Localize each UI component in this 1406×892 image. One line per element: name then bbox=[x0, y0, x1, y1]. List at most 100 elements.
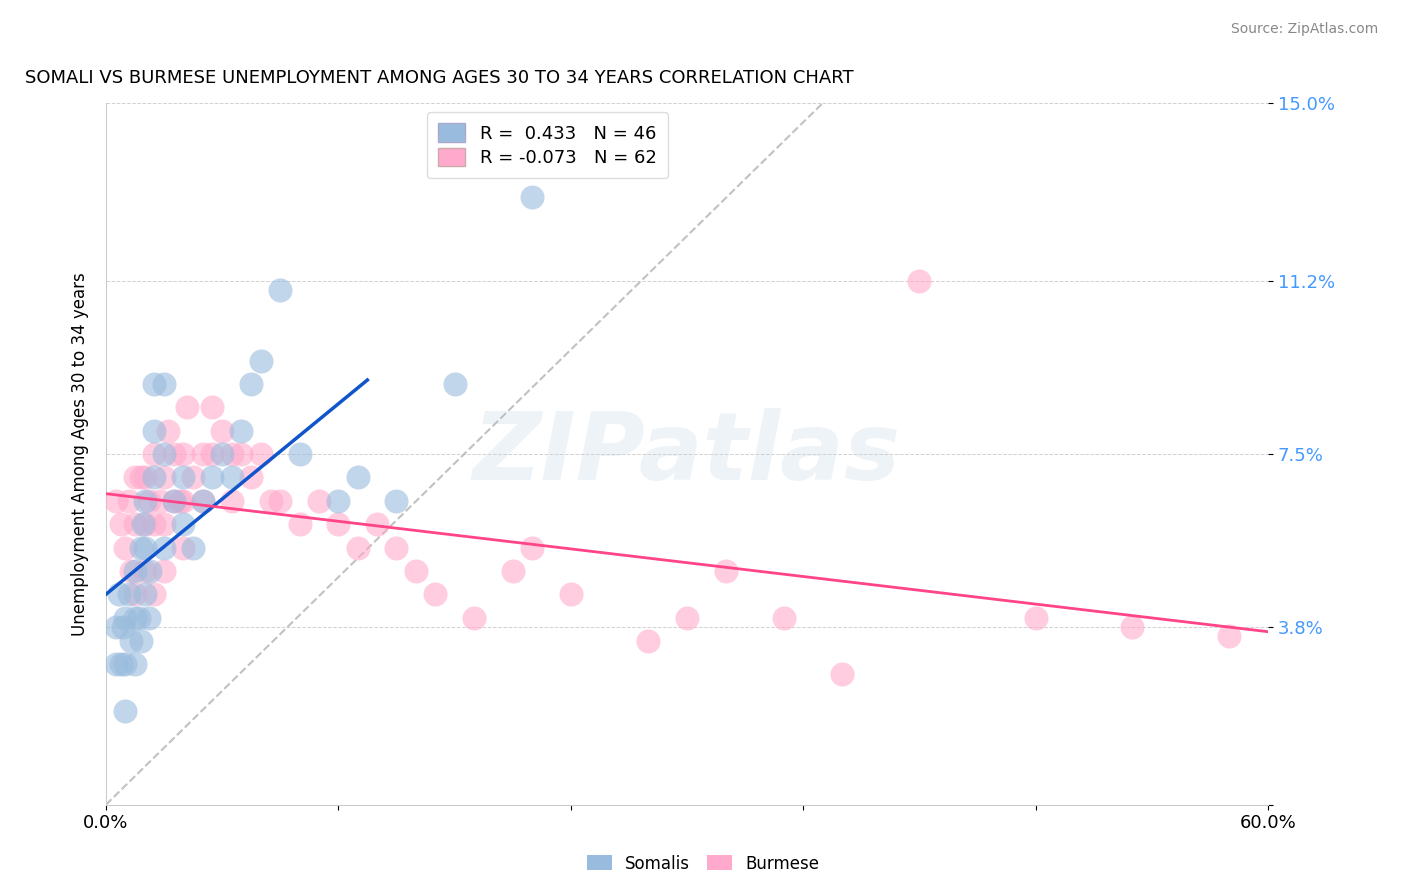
Point bbox=[560, 587, 582, 601]
Legend: R =  0.433   N = 46, R = -0.073   N = 62: R = 0.433 N = 46, R = -0.073 N = 62 bbox=[427, 112, 668, 178]
Point bbox=[308, 493, 330, 508]
Point bbox=[134, 541, 156, 555]
Point bbox=[259, 493, 281, 508]
Point bbox=[118, 493, 141, 508]
Legend: Somalis, Burmese: Somalis, Burmese bbox=[581, 848, 825, 880]
Text: SOMALI VS BURMESE UNEMPLOYMENT AMONG AGES 30 TO 34 YEARS CORRELATION CHART: SOMALI VS BURMESE UNEMPLOYMENT AMONG AGE… bbox=[24, 69, 853, 87]
Point bbox=[172, 470, 194, 484]
Point bbox=[124, 610, 146, 624]
Point bbox=[405, 564, 427, 578]
Point bbox=[221, 493, 243, 508]
Point bbox=[772, 610, 794, 624]
Point bbox=[288, 517, 311, 532]
Point bbox=[1218, 629, 1240, 643]
Point bbox=[163, 493, 186, 508]
Point bbox=[110, 517, 132, 532]
Point bbox=[231, 424, 253, 438]
Point bbox=[201, 447, 224, 461]
Point bbox=[118, 587, 141, 601]
Point bbox=[163, 493, 186, 508]
Point bbox=[138, 493, 160, 508]
Point bbox=[143, 517, 166, 532]
Point bbox=[269, 493, 291, 508]
Point bbox=[114, 657, 136, 672]
Point bbox=[124, 517, 146, 532]
Point bbox=[176, 401, 198, 415]
Point bbox=[124, 587, 146, 601]
Point bbox=[831, 666, 853, 681]
Text: ZIPatlas: ZIPatlas bbox=[472, 408, 901, 500]
Point bbox=[153, 517, 176, 532]
Point bbox=[385, 493, 408, 508]
Point bbox=[443, 376, 465, 391]
Point bbox=[169, 493, 191, 508]
Point bbox=[1121, 620, 1143, 634]
Point bbox=[250, 447, 273, 461]
Text: Source: ZipAtlas.com: Source: ZipAtlas.com bbox=[1230, 22, 1378, 37]
Point bbox=[129, 470, 152, 484]
Point bbox=[676, 610, 699, 624]
Point bbox=[346, 470, 368, 484]
Point bbox=[231, 447, 253, 461]
Point bbox=[110, 657, 132, 672]
Point bbox=[149, 493, 172, 508]
Point bbox=[269, 284, 291, 298]
Point bbox=[114, 541, 136, 555]
Point bbox=[153, 376, 176, 391]
Point bbox=[112, 620, 135, 634]
Point bbox=[114, 610, 136, 624]
Point bbox=[191, 493, 214, 508]
Point bbox=[172, 541, 194, 555]
Point bbox=[129, 634, 152, 648]
Point bbox=[120, 634, 142, 648]
Point bbox=[143, 587, 166, 601]
Point bbox=[153, 541, 176, 555]
Point bbox=[143, 447, 166, 461]
Point bbox=[134, 517, 156, 532]
Point bbox=[181, 470, 204, 484]
Point bbox=[104, 493, 127, 508]
Point bbox=[240, 376, 263, 391]
Point bbox=[139, 564, 162, 578]
Point bbox=[191, 447, 214, 461]
Y-axis label: Unemployment Among Ages 30 to 34 years: Unemployment Among Ages 30 to 34 years bbox=[72, 272, 89, 636]
Point bbox=[108, 587, 131, 601]
Point bbox=[134, 564, 156, 578]
Point bbox=[201, 401, 224, 415]
Point bbox=[181, 541, 204, 555]
Point bbox=[143, 470, 166, 484]
Point bbox=[134, 470, 156, 484]
Point bbox=[211, 424, 233, 438]
Point bbox=[124, 657, 146, 672]
Point bbox=[385, 541, 408, 555]
Point bbox=[104, 620, 127, 634]
Point bbox=[153, 447, 176, 461]
Point bbox=[366, 517, 388, 532]
Point bbox=[134, 587, 156, 601]
Point bbox=[138, 610, 160, 624]
Point bbox=[250, 353, 273, 368]
Point bbox=[124, 564, 146, 578]
Point bbox=[908, 274, 931, 288]
Point bbox=[288, 447, 311, 461]
Point bbox=[129, 541, 152, 555]
Point bbox=[1024, 610, 1046, 624]
Point bbox=[463, 610, 485, 624]
Point bbox=[201, 470, 224, 484]
Point bbox=[172, 517, 194, 532]
Point bbox=[221, 447, 243, 461]
Point bbox=[328, 493, 350, 508]
Point bbox=[221, 470, 243, 484]
Point bbox=[114, 704, 136, 718]
Point bbox=[172, 447, 194, 461]
Point bbox=[637, 634, 659, 648]
Point bbox=[714, 564, 737, 578]
Point bbox=[520, 190, 543, 204]
Point bbox=[156, 424, 179, 438]
Point bbox=[134, 493, 156, 508]
Point bbox=[104, 657, 127, 672]
Point bbox=[346, 541, 368, 555]
Point bbox=[191, 493, 214, 508]
Point bbox=[520, 541, 543, 555]
Point bbox=[240, 470, 263, 484]
